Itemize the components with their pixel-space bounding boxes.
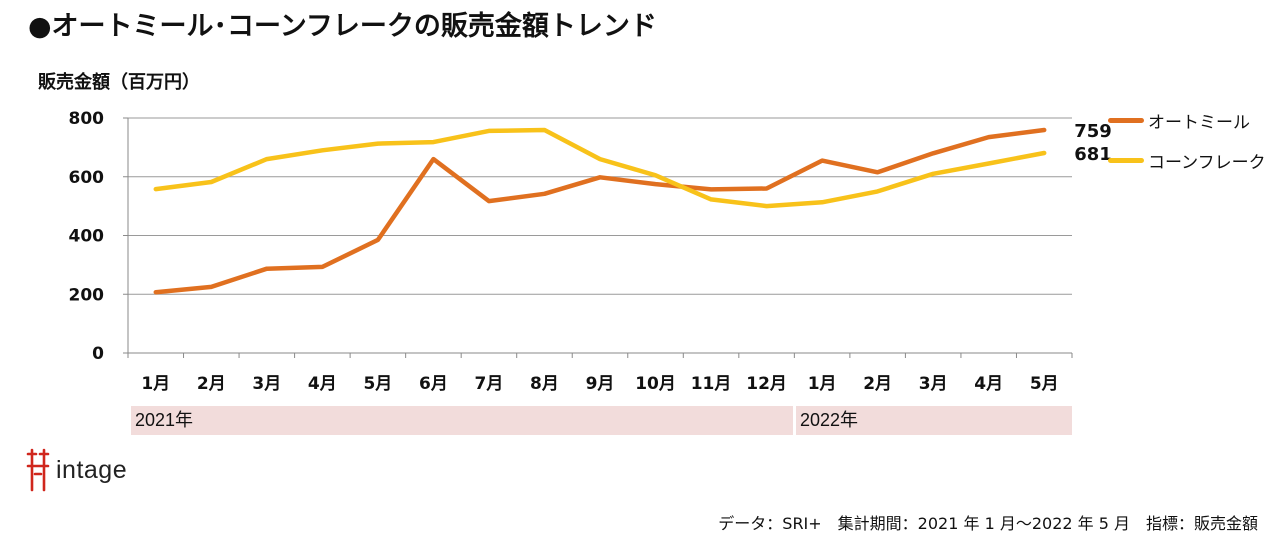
intage-logo: intage (26, 448, 127, 492)
x-tick-label: 4月 (308, 374, 337, 394)
legend-item-cornflakes: コーンフレーク (1108, 148, 1266, 173)
x-tick-label: 1月 (141, 374, 170, 394)
x-tick-label: 6月 (419, 374, 448, 394)
y-tick-label: 0 (92, 344, 104, 364)
x-tick-label: 5月 (363, 374, 392, 394)
x-tick-label: 9月 (586, 374, 615, 394)
x-tick-label: 3月 (919, 374, 948, 394)
legend-swatch-cornflakes (1108, 158, 1144, 163)
y-tick-label: 200 (69, 285, 105, 305)
x-tick-label: 12月 (746, 374, 787, 394)
x-tick-label: 4月 (974, 374, 1003, 394)
y-tick-label: 600 (69, 168, 105, 188)
x-tick-label: 3月 (252, 374, 281, 394)
intage-figure-icon (26, 448, 50, 492)
x-tick-label: 2月 (863, 374, 892, 394)
series-line-1 (153, 127, 1047, 209)
end-label-1: 681 (1074, 144, 1112, 165)
page-title: ●オートミール･コーンフレークの販売金額トレンド (28, 11, 657, 42)
y-tick-label: 400 (69, 227, 105, 247)
y-axis-label: 販売金額（百万円） (38, 72, 200, 93)
x-tick-label: 1月 (808, 374, 837, 394)
x-tick-label: 2月 (197, 374, 226, 394)
y-tick-label: 800 (69, 109, 105, 129)
x-tick-label: 5月 (1030, 374, 1059, 394)
footnote: データ：SRI+ 集計期間：2021 年 1 月～2022 年 5 月 指標：販… (718, 514, 1258, 533)
x-tick-label: 11月 (691, 374, 732, 394)
legend-item-oatmeal: オートミール (1108, 108, 1250, 133)
legend-label-cornflakes: コーンフレーク (1148, 153, 1266, 173)
series-line-0 (153, 127, 1047, 295)
year-band-2021: 2021年 (131, 406, 793, 435)
x-tick-label: 8月 (530, 374, 559, 394)
end-label-0: 759 (1074, 121, 1112, 142)
legend-label-oatmeal: オートミール (1148, 113, 1250, 133)
logo-text: intage (56, 455, 128, 484)
year-band-2022: 2022年 (796, 406, 1072, 435)
x-tick-label: 7月 (475, 374, 504, 394)
x-tick-label: 10月 (635, 374, 676, 394)
legend-swatch-oatmeal (1108, 118, 1144, 123)
